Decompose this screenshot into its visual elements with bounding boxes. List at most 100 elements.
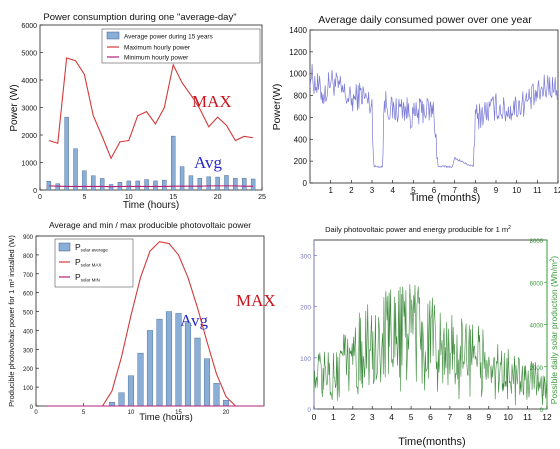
chart-3-bar xyxy=(137,352,144,407)
chart-2-ytick-label: 800 xyxy=(294,92,308,101)
chart-1-bar xyxy=(224,175,229,191)
chart-2-xtick-label: 9 xyxy=(494,186,499,195)
chart-1-xtick-label: 25 xyxy=(258,194,266,201)
chart-1-bar xyxy=(73,148,78,191)
chart-4-xtick-label: 8 xyxy=(467,412,472,422)
chart-4-ytick-label: 300 xyxy=(300,253,311,260)
chart-1-ytick-label: 4000 xyxy=(21,78,37,85)
chart-3-xtick-label: 15 xyxy=(175,410,182,416)
chart-2-ytick-label: 1200 xyxy=(289,48,307,57)
chart-4-ylabel-right: Possible daily solar production (Wh/m2) xyxy=(549,256,559,405)
chart-3-ytick-label: 0 xyxy=(30,405,34,411)
chart-1-ytick-label: 6000 xyxy=(21,23,37,30)
chart-2-xtick-label: 11 xyxy=(533,186,542,195)
chart-3-ytick-label: 100 xyxy=(23,386,34,392)
chart-1-title: Power consumption during one "average-da… xyxy=(43,12,236,23)
chart-3-ytick-label: 400 xyxy=(23,329,34,335)
chart-4-xtick-label: 3 xyxy=(370,412,375,422)
chart-1-xtick-label: 15 xyxy=(169,194,177,201)
chart-1-bar xyxy=(91,175,96,191)
chart-1-bar xyxy=(135,180,140,191)
chart-2-ytick-label: 1000 xyxy=(289,70,307,79)
chart-3-xtick-label: 10 xyxy=(128,410,135,416)
chart-1-xlabel: Time (hours) xyxy=(123,200,179,211)
chart-1-ytick-label: 3000 xyxy=(21,106,37,113)
chart-1-bar xyxy=(197,177,203,191)
chart-2-xtick-label: 5 xyxy=(411,186,416,195)
chart-1-bar xyxy=(215,176,220,191)
chart-3-bar xyxy=(175,313,182,407)
chart-3-bar xyxy=(156,318,163,407)
chart-3-legend-max: Psolar MAX xyxy=(75,257,101,268)
chart-3-bar xyxy=(108,402,116,407)
chart-1-bar xyxy=(82,170,87,191)
chart-3: Average and min / max producible photovo… xyxy=(7,220,276,423)
chart-3-xtick-label: 0 xyxy=(34,410,38,416)
chart-3-ytick-label: 500 xyxy=(23,311,34,317)
chart-3-bar xyxy=(127,375,135,407)
chart-2-ylabel: Power(W) xyxy=(271,84,283,131)
chart-4-right-tick-label: 2000 xyxy=(530,366,544,372)
chart-4-xtick-label: 1 xyxy=(331,412,336,422)
chart-4-ytick-label: 200 xyxy=(300,305,311,312)
chart-4-right-tick-label: 0 xyxy=(540,408,544,414)
chart-3-xtick-label: 20 xyxy=(223,410,230,416)
chart-3-bar xyxy=(146,330,154,407)
chart-1-annotation-avg: Avg xyxy=(194,153,223,172)
chart-3-annotation-avg: Avg xyxy=(180,311,209,330)
chart-1-bar xyxy=(126,180,131,191)
chart-4-xtick-label: 5 xyxy=(409,412,414,422)
chart-3-ytick-label: 800 xyxy=(23,254,34,260)
chart-1-legend-average: Average power during 15 years xyxy=(124,34,213,41)
chart-2-xtick-label: 6 xyxy=(432,186,437,195)
chart-4-xtick-label: 0 xyxy=(312,412,317,422)
chart-1-legend-box xyxy=(101,28,261,64)
chart-4-right-tick-label: 6000 xyxy=(530,281,544,287)
chart-4-ytick-label: 0 xyxy=(307,407,311,414)
chart-2-xtick-label: 7 xyxy=(452,186,457,195)
chart-3-bar xyxy=(203,358,211,407)
chart-2-ytick-label: 200 xyxy=(294,157,308,166)
chart-3-legend-average: Psolar average xyxy=(75,242,108,253)
chart-3-ytick-label: 200 xyxy=(23,367,34,373)
chart-1-bar xyxy=(99,178,105,191)
chart-1-xtick-label: 20 xyxy=(214,194,222,201)
chart-1-max-series-line xyxy=(48,57,254,160)
chart-2-xtick-label: 2 xyxy=(349,186,354,195)
chart-1-bar xyxy=(55,183,60,191)
chart-4-ytick-label: 100 xyxy=(300,356,311,363)
chart-4-series-line xyxy=(313,284,548,406)
chart-3-bar xyxy=(118,392,125,407)
chart-4-xtick-label: 12 xyxy=(542,412,552,422)
chart-3-ytick-label: 700 xyxy=(23,273,34,279)
chart-1-bar xyxy=(144,179,149,191)
chart-4-xtick-label: 10 xyxy=(503,412,513,422)
chart-3-title: Average and min / max producible photovo… xyxy=(49,220,251,230)
chart-3-legend: Psolar average Psolar MAX Psolar MIN xyxy=(54,238,134,288)
chart-1-legend-min: Minimum hourly power xyxy=(124,55,189,62)
chart-1-annotation-max: MAX xyxy=(192,92,232,111)
chart-1-bar xyxy=(206,176,211,191)
chart-1-ylabel: Power (W) xyxy=(9,84,20,131)
chart-4-xtick-label: 7 xyxy=(448,412,453,422)
chart-3-bar xyxy=(222,400,230,407)
chart-3-bar xyxy=(165,311,173,407)
chart-1-ytick-label: 0 xyxy=(33,188,37,195)
chart-2-series-line xyxy=(309,63,559,169)
chart-2-ytick-label: 400 xyxy=(294,135,308,144)
chart-3-xlabel: Time (hours) xyxy=(139,412,193,423)
chart-2-ytick-label: 0 xyxy=(303,179,308,188)
chart-3-bar xyxy=(184,322,192,407)
chart-1-bar xyxy=(242,177,247,191)
chart-4-xtick-label: 11 xyxy=(523,412,532,422)
chart-2-plot-area xyxy=(309,29,559,184)
chart-1-bar xyxy=(64,116,69,191)
chart-4-xtick-label: 2 xyxy=(350,412,355,422)
chart-1: Power consumption during one "average-da… xyxy=(9,12,263,211)
chart-2-title: Average daily consumed power over one ye… xyxy=(318,14,532,26)
chart-4-xlabel: Time(months) xyxy=(398,436,465,448)
chart-1-ytick-label: 2000 xyxy=(21,133,37,140)
chart-1-bar xyxy=(171,135,176,191)
chart-1-legend: Average power during 15 years Maximum ho… xyxy=(101,28,261,64)
